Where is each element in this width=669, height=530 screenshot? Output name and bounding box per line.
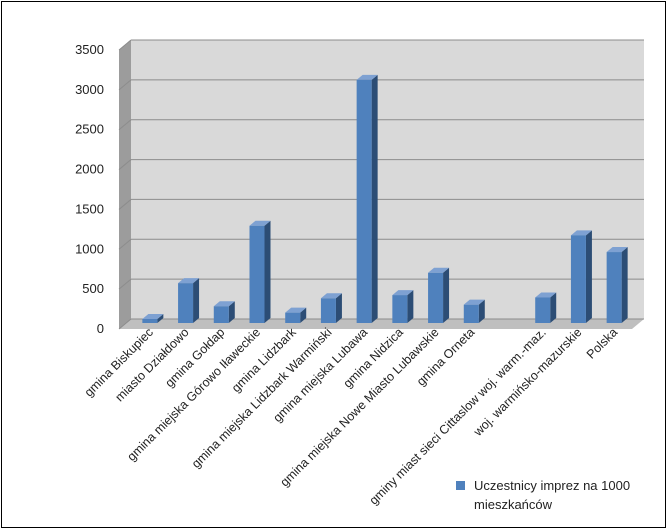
bars [142, 74, 628, 323]
bar-top [463, 299, 485, 305]
y-axis-ticks: 0 500 1000 1500 2000 2500 3000 3500 [75, 42, 104, 336]
plot-floor [119, 319, 644, 329]
bar-front [570, 235, 586, 323]
bar-side [335, 293, 342, 323]
bar-top [356, 74, 378, 80]
bar-front [606, 252, 622, 323]
bar-front [178, 283, 194, 323]
gridlines [118, 39, 644, 330]
bar [178, 278, 200, 323]
bar-front [392, 295, 408, 323]
bar [570, 230, 592, 323]
bar-top [249, 220, 271, 226]
y-tick-label: 500 [82, 281, 104, 296]
bar-top [606, 247, 628, 253]
bar-side [228, 301, 235, 323]
bar-front [213, 306, 229, 323]
bar-side [443, 267, 450, 323]
plot-side-wall [119, 40, 131, 329]
bar [320, 293, 342, 323]
bar-side [407, 290, 414, 323]
bar-front [463, 304, 479, 323]
y-tick-label: 2500 [75, 122, 104, 137]
bar [463, 299, 485, 323]
bar [213, 301, 235, 323]
gridline-side [118, 159, 132, 170]
y-tick-label: 3000 [75, 82, 104, 97]
bar-side [478, 299, 485, 323]
bar-side [550, 292, 557, 323]
bar [392, 290, 414, 323]
bar-top [285, 307, 307, 313]
bar-front [249, 225, 265, 323]
bar-front [356, 79, 372, 323]
y-tick-label: 1000 [75, 241, 104, 256]
x-tick-label: gmina miejska Górowo Iławeckie [125, 325, 264, 464]
bar-front [428, 272, 444, 323]
legend-label: Uczestnicy imprez na 1000 mieszkańców [474, 478, 631, 512]
gridline-side [118, 238, 132, 250]
gridline-side [118, 39, 132, 51]
legend: Uczestnicy imprez na 1000 mieszkańców [456, 476, 656, 514]
bar [285, 307, 307, 323]
bar-side [193, 278, 200, 323]
bar-top [535, 292, 557, 298]
y-tick-label: 3500 [75, 42, 104, 57]
bar-side [371, 74, 378, 323]
bar [428, 267, 450, 323]
bar-side [157, 314, 164, 323]
gridline-side [118, 119, 132, 131]
gridline-side [118, 79, 132, 91]
bar-top [178, 278, 200, 284]
y-tick-label: 0 [97, 321, 104, 336]
legend-swatch [456, 481, 465, 490]
bar-front [142, 319, 158, 323]
y-tick-label: 2000 [75, 162, 104, 177]
gridline-side [118, 318, 132, 330]
plot-back-wall [131, 40, 644, 319]
bar [249, 220, 271, 323]
bar-top [428, 267, 450, 273]
bar-front [285, 312, 301, 323]
bar-top [213, 301, 235, 307]
bar [142, 314, 164, 323]
bar-top [570, 230, 592, 236]
bar-side [264, 220, 271, 323]
bar-top [392, 290, 414, 296]
bar-side [585, 230, 592, 323]
bar [606, 247, 628, 323]
gridline-side [118, 278, 132, 290]
bar [535, 292, 557, 323]
bar-top [320, 293, 342, 299]
gridline-side [118, 199, 132, 210]
bar-side [621, 247, 628, 323]
x-tick-label: Polska [584, 325, 620, 361]
bar [356, 74, 378, 323]
bar-front [535, 297, 551, 323]
bar-side [300, 307, 307, 323]
bar-front [320, 298, 336, 323]
y-tick-label: 1500 [75, 201, 104, 216]
bar-top [142, 314, 164, 320]
